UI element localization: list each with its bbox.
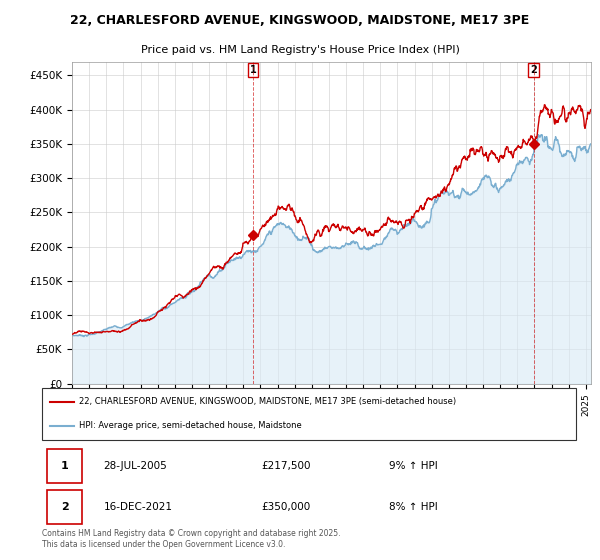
FancyBboxPatch shape [42,388,576,440]
Text: £350,000: £350,000 [261,502,310,512]
Text: HPI: Average price, semi-detached house, Maidstone: HPI: Average price, semi-detached house,… [79,421,302,430]
FancyBboxPatch shape [47,491,82,524]
Text: 1: 1 [61,461,69,471]
Text: 1: 1 [250,64,256,74]
Text: Contains HM Land Registry data © Crown copyright and database right 2025.
This d: Contains HM Land Registry data © Crown c… [42,529,341,549]
Text: 2: 2 [530,64,537,74]
Text: 9% ↑ HPI: 9% ↑ HPI [389,461,438,471]
Text: 22, CHARLESFORD AVENUE, KINGSWOOD, MAIDSTONE, ME17 3PE: 22, CHARLESFORD AVENUE, KINGSWOOD, MAIDS… [70,14,530,27]
FancyBboxPatch shape [47,449,82,483]
Text: Price paid vs. HM Land Registry's House Price Index (HPI): Price paid vs. HM Land Registry's House … [140,45,460,55]
Text: 22, CHARLESFORD AVENUE, KINGSWOOD, MAIDSTONE, ME17 3PE (semi-detached house): 22, CHARLESFORD AVENUE, KINGSWOOD, MAIDS… [79,398,457,407]
Text: 28-JUL-2005: 28-JUL-2005 [103,461,167,471]
Text: £217,500: £217,500 [261,461,310,471]
Text: 8% ↑ HPI: 8% ↑ HPI [389,502,438,512]
Text: 16-DEC-2021: 16-DEC-2021 [103,502,172,512]
Text: 2: 2 [61,502,69,512]
